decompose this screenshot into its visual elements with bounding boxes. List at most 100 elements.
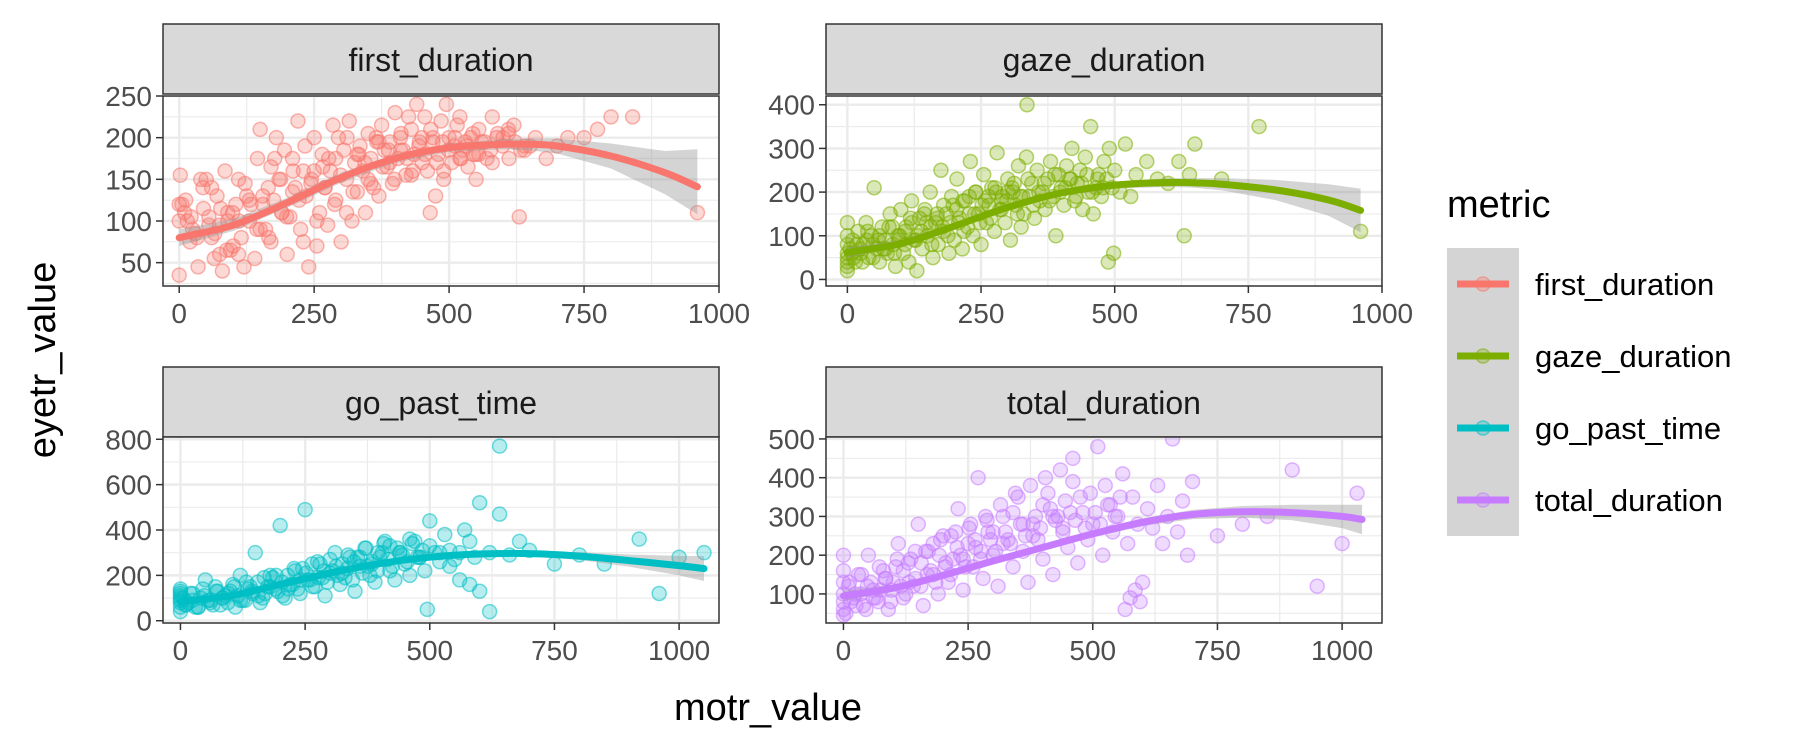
facet-strip <box>825 366 1383 438</box>
scatter-point <box>930 586 946 602</box>
x-tick-label: 250 <box>945 635 992 666</box>
scatter-point <box>909 262 925 279</box>
scatter-point <box>989 145 1005 161</box>
y-tick-label: 800 <box>105 424 152 455</box>
scatter-point <box>1234 516 1251 532</box>
scatter-point <box>261 229 277 246</box>
panel-data <box>171 96 706 283</box>
x-tick-label: 1000 <box>688 298 750 329</box>
scatter-point <box>266 150 283 167</box>
scatter-point <box>373 117 390 133</box>
scatter-point <box>973 236 989 253</box>
scatter-point <box>589 121 606 138</box>
scatter-point <box>249 150 266 167</box>
legend-key-point <box>1475 348 1491 364</box>
scatter-point <box>402 567 418 584</box>
scatter-point <box>962 153 979 170</box>
scatter-point <box>1055 520 1071 536</box>
scatter-point <box>297 138 313 154</box>
scatter-point <box>417 563 433 579</box>
scatter-point <box>1114 466 1131 482</box>
scatter-point <box>236 259 252 275</box>
facet-strip <box>825 23 1383 95</box>
x-tick-label: 500 <box>406 635 453 666</box>
y-tick-label: 600 <box>105 470 152 501</box>
scatter-point <box>345 184 361 200</box>
scatter-point <box>1025 528 1041 544</box>
scatter-point <box>491 438 508 454</box>
scatter-point <box>925 249 941 266</box>
scatter-point <box>243 196 259 213</box>
scatter-point <box>295 234 312 250</box>
x-axis-title: motr_value <box>674 687 862 729</box>
y-tick-label: 0 <box>799 264 815 295</box>
scatter-point <box>1284 462 1300 478</box>
scatter-point <box>1309 578 1325 594</box>
scatter-point <box>916 206 933 222</box>
scatter-point <box>468 171 484 188</box>
scatter-point <box>237 175 253 192</box>
scatter-point <box>689 204 706 221</box>
scatter-point <box>408 96 425 113</box>
y-tick-label: 150 <box>105 164 152 195</box>
scatter-point <box>387 572 403 588</box>
scatter-point <box>347 583 363 599</box>
legend-key-point <box>1475 276 1491 292</box>
x-tick-label: 0 <box>171 298 187 329</box>
scatter-point <box>285 163 301 179</box>
scatter-point <box>987 179 1003 196</box>
fit-line <box>843 178 1365 256</box>
y-axis-title: eyetr_value <box>22 262 64 458</box>
scatter-point <box>1006 175 1022 192</box>
scatter-point <box>1112 489 1128 505</box>
scatter-point <box>933 162 949 179</box>
facet-strip-label: go_past_time <box>345 385 537 421</box>
y-tick-label: 100 <box>768 579 815 610</box>
scatter-point <box>284 150 301 167</box>
x-tick-label: 250 <box>291 298 338 329</box>
scatter-point <box>1082 118 1099 135</box>
scatter-point <box>427 188 444 204</box>
scatter-point <box>955 582 971 598</box>
scatter-point <box>300 259 317 275</box>
scatter-point <box>1187 136 1203 152</box>
y-tick-label: 200 <box>105 560 152 591</box>
scatter-point <box>546 556 563 572</box>
scatter-point <box>997 214 1013 231</box>
scatter-point <box>1119 535 1136 552</box>
x-tick-label: 750 <box>531 635 578 666</box>
scatter-point <box>631 531 647 547</box>
scatter-point <box>290 113 306 129</box>
scatter-point <box>326 196 343 213</box>
scatter-point <box>233 229 250 246</box>
scatter-point <box>400 109 417 125</box>
scatter-point <box>1035 551 1051 567</box>
scatter-point <box>447 129 463 146</box>
scatter-point <box>471 583 488 599</box>
legend-label: gaze_duration <box>1535 339 1732 374</box>
scatter-point <box>357 204 374 221</box>
scatter-point <box>433 113 449 129</box>
scatter-point <box>1105 245 1122 261</box>
scatter-point <box>858 601 874 618</box>
scatter-point <box>922 184 938 200</box>
scatter-point <box>1036 175 1052 192</box>
scatter-point <box>481 603 498 620</box>
scatter-point <box>402 531 418 547</box>
scatter-point <box>1171 153 1187 170</box>
scatter-point <box>696 544 712 561</box>
scatter-point <box>1065 473 1081 490</box>
scatter-point <box>941 245 957 261</box>
scatter-point <box>954 241 971 257</box>
scatter-point <box>955 551 971 567</box>
scatter-point <box>839 214 856 231</box>
y-tick-label: 400 <box>105 515 152 546</box>
scatter-point <box>1045 566 1061 583</box>
scatter-point <box>195 179 211 196</box>
scatter-point <box>1174 493 1191 509</box>
y-tick-label: 200 <box>768 177 815 208</box>
scatter-point <box>393 125 409 142</box>
legend-label: total_duration <box>1535 483 1723 518</box>
scatter-point <box>924 236 940 253</box>
